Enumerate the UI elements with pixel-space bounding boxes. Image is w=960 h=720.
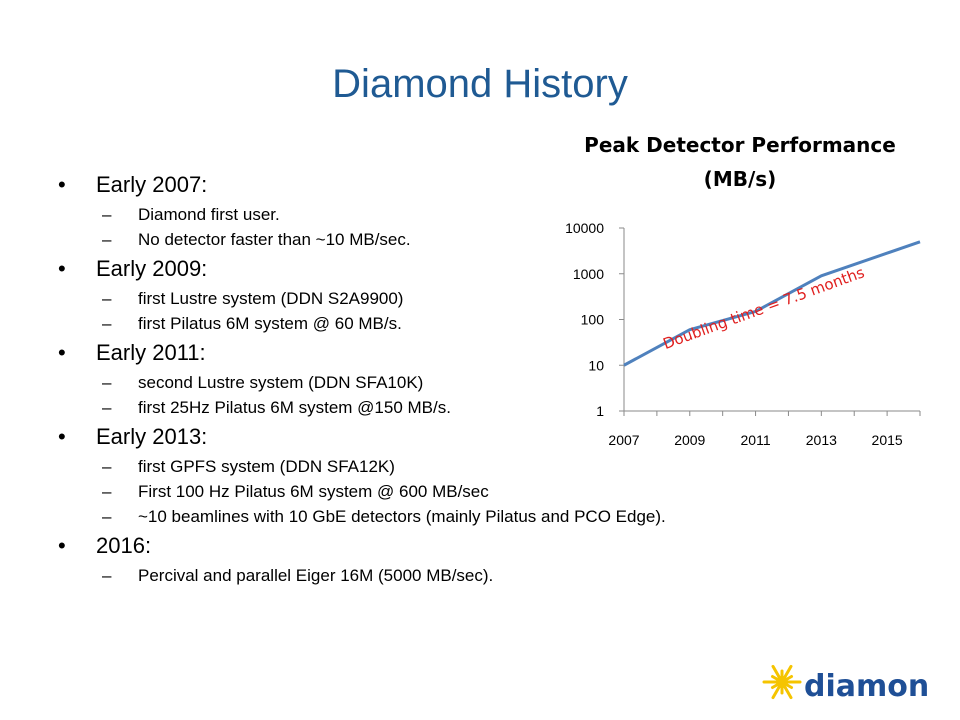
chart-title-line2: (MB/s) [703, 167, 777, 191]
bullet-dot: • [58, 533, 66, 558]
dash-mark: – [102, 205, 112, 224]
bullet-dot: • [58, 340, 66, 365]
x-tick-label: 2007 [608, 432, 639, 448]
x-tick-label: 2015 [872, 432, 903, 448]
logo-text: diamond [804, 669, 930, 704]
section-heading: Early 2011: [96, 340, 206, 365]
x-tick-label: 2013 [806, 432, 837, 448]
y-tick-label: 100 [581, 312, 605, 328]
dash-mark: – [102, 314, 112, 333]
section-2007: • Early 2007: – Diamond first user. – No de… [58, 168, 918, 252]
chart-title: Peak Detector Performance (MB/s) [540, 128, 940, 196]
bullet-dot: • [58, 172, 66, 197]
x-tick-label: 2009 [674, 432, 705, 448]
peak-performance-chart: Peak Detector Performance (MB/s) 1 10 100 1… [540, 128, 940, 468]
section-2013: • Early 2013: – first GPFS system (DDN SFA… [58, 420, 918, 529]
doubling-time-annotation: Doubling time = 7.5 months [661, 263, 867, 353]
bullet-list: • Early 2007: – Diamond first user. – No de… [58, 168, 918, 588]
dash-mark: – [102, 398, 112, 417]
section-heading: Early 2009: [96, 256, 208, 281]
dash-mark: – [102, 289, 112, 308]
dash-mark: – [102, 507, 112, 526]
bullet-dot: • [58, 424, 66, 449]
star-burst-icon: diamond [762, 664, 951, 704]
y-tick-label: 10 [588, 357, 604, 373]
sub-item: first Lustre system (DDN S2A9900) [138, 289, 404, 308]
sub-item: first Pilatus 6M system @ 60 MB/s. [138, 314, 402, 333]
y-tick-label: 10000 [565, 220, 604, 236]
dash-mark: – [102, 457, 112, 476]
chart-title-line1: Peak Detector Performance [584, 133, 896, 157]
section-heading: Early 2007: [96, 172, 208, 197]
dash-mark: – [102, 373, 112, 392]
sub-item: ~10 beamlines with 10 GbE detectors (mai… [138, 507, 666, 526]
dash-mark: – [102, 566, 112, 585]
slide-title: Diamond History [332, 62, 628, 106]
section-2009: • Early 2009: – first Lustre system (DDN S… [58, 252, 918, 336]
sub-item: No detector faster than ~10 MB/sec. [138, 230, 411, 249]
sub-item: First 100 Hz Pilatus 6M system @ 600 MB/… [138, 482, 489, 501]
y-tick-label: 1 [596, 403, 604, 419]
diamond-logo: diamond [760, 656, 951, 712]
dash-mark: – [102, 230, 112, 249]
section-heading: 2016: [96, 533, 152, 558]
section-2011: • Early 2011: – second Lustre system (DDN … [58, 336, 918, 420]
section-2016: • 2016: – Percival and parallel Eiger 16M … [58, 529, 918, 588]
sub-item: first GPFS system (DDN SFA12K) [138, 457, 395, 476]
chart-svg: 1 10 100 1000 10000 2007 2009 2011 2013 2015 Doubl… [565, 220, 921, 448]
dash-mark: – [102, 482, 112, 501]
bullet-dot: • [58, 256, 66, 281]
sub-item: second Lustre system (DDN SFA10K) [138, 373, 424, 392]
star-core [776, 676, 788, 688]
section-heading: Early 2013: [96, 424, 208, 449]
y-tick-label: 1000 [573, 266, 604, 282]
sub-item: Percival and parallel Eiger 16M (5000 MB… [138, 566, 494, 585]
sub-item: Diamond first user. [138, 205, 280, 224]
sub-item: first 25Hz Pilatus 6M system @150 MB/s. [138, 398, 451, 417]
x-tick-label: 2011 [741, 432, 771, 448]
